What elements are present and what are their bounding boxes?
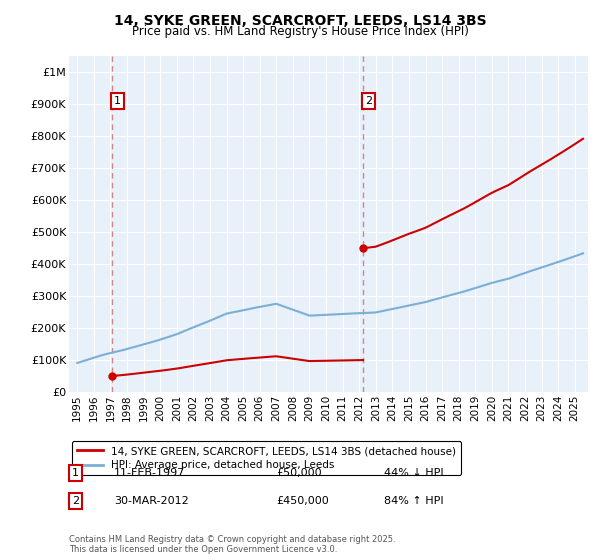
Text: 84% ↑ HPI: 84% ↑ HPI bbox=[384, 496, 443, 506]
Text: 2: 2 bbox=[72, 496, 79, 506]
Text: £450,000: £450,000 bbox=[276, 496, 329, 506]
Text: Contains HM Land Registry data © Crown copyright and database right 2025.
This d: Contains HM Land Registry data © Crown c… bbox=[69, 535, 395, 554]
Text: 1: 1 bbox=[114, 96, 121, 106]
Legend: 14, SYKE GREEN, SCARCROFT, LEEDS, LS14 3BS (detached house), HPI: Average price,: 14, SYKE GREEN, SCARCROFT, LEEDS, LS14 3… bbox=[71, 441, 461, 475]
Text: 44% ↓ HPI: 44% ↓ HPI bbox=[384, 468, 443, 478]
Text: £50,000: £50,000 bbox=[276, 468, 322, 478]
Text: 11-FEB-1997: 11-FEB-1997 bbox=[114, 468, 185, 478]
Text: 30-MAR-2012: 30-MAR-2012 bbox=[114, 496, 189, 506]
Text: 14, SYKE GREEN, SCARCROFT, LEEDS, LS14 3BS: 14, SYKE GREEN, SCARCROFT, LEEDS, LS14 3… bbox=[113, 14, 487, 28]
Text: 2: 2 bbox=[365, 96, 372, 106]
Text: 1: 1 bbox=[72, 468, 79, 478]
Text: Price paid vs. HM Land Registry's House Price Index (HPI): Price paid vs. HM Land Registry's House … bbox=[131, 25, 469, 38]
